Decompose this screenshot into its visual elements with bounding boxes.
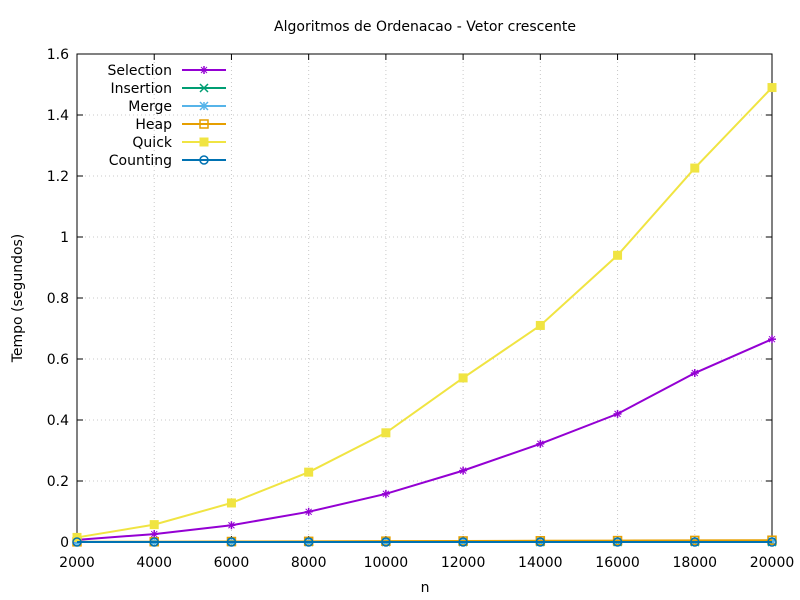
legend-label-heap: Heap	[135, 117, 172, 133]
x-tick-label: 14000	[518, 555, 563, 571]
x-tick-label: 20000	[750, 555, 795, 571]
y-tick-label: 1.6	[47, 47, 69, 63]
data-point-counting	[612, 537, 623, 547]
legend-label-merge: Merge	[128, 99, 172, 115]
data-point-selection	[536, 439, 545, 448]
data-point-selection	[768, 335, 776, 344]
legend-label-counting: Counting	[109, 153, 172, 169]
legend-marker-counting	[199, 155, 209, 165]
x-tick-label: 4000	[136, 555, 172, 571]
legend-entry-selection: Selection	[107, 63, 226, 79]
legend-marker-merge	[199, 101, 209, 111]
y-axis-ticks: 0 0.2 0.4 0.6 0.8 1 1.2 1.4 1.6	[47, 47, 772, 551]
x-tick-label: 2000	[59, 555, 95, 571]
x-tick-label: 16000	[595, 555, 640, 571]
data-point-counting	[690, 537, 700, 547]
series-lines	[72, 83, 777, 547]
data-point-counting	[226, 537, 237, 547]
x-axis-label: n	[421, 580, 430, 596]
series-line-quick	[76, 86, 773, 539]
legend-marker-quick	[199, 137, 209, 147]
data-point-counting	[767, 537, 777, 547]
legend-entry-insertion: Insertion	[111, 81, 226, 97]
legend-marker-heap	[199, 119, 209, 129]
legend-label-quick: Quick	[132, 135, 172, 151]
y-tick-label: 1.4	[47, 108, 69, 124]
data-point-quick	[535, 320, 545, 330]
data-point-quick	[690, 163, 700, 173]
x-tick-label: 6000	[214, 555, 250, 571]
legend-label-insertion: Insertion	[111, 81, 172, 97]
data-point-quick	[226, 498, 236, 508]
y-tick-label: 1	[60, 230, 69, 246]
series-quick	[72, 83, 777, 542]
y-tick-label: 0.4	[47, 413, 69, 429]
data-point-selection	[613, 409, 622, 418]
y-tick-label: 0	[60, 535, 69, 551]
y-tick-label: 0.2	[47, 474, 69, 490]
x-tick-label: 10000	[364, 555, 409, 571]
y-tick-label: 0.6	[47, 352, 69, 368]
data-point-quick	[767, 83, 777, 93]
data-point-counting	[149, 537, 159, 547]
y-axis-label: Tempo (segundos)	[10, 234, 26, 364]
data-point-counting	[535, 537, 546, 547]
series-line-selection	[76, 338, 773, 541]
legend-entry-quick: Quick	[132, 135, 226, 151]
data-point-quick	[613, 250, 623, 260]
data-point-selection	[150, 530, 159, 539]
legend-entry-merge: Merge	[128, 99, 226, 115]
legend: Selection Insertion Merge Heap Quick Counting	[107, 63, 226, 169]
data-point-selection	[690, 369, 699, 378]
data-point-quick	[458, 373, 468, 383]
legend-marker-insertion	[199, 83, 209, 93]
data-point-selection	[459, 466, 468, 475]
series-counting	[72, 537, 777, 547]
data-point-counting	[381, 537, 391, 547]
legend-label-selection: Selection	[107, 63, 172, 79]
data-point-selection	[227, 521, 236, 530]
x-tick-label: 8000	[291, 555, 327, 571]
data-point-counting	[458, 537, 468, 547]
legend-entry-counting: Counting	[109, 153, 226, 169]
x-tick-label: 18000	[673, 555, 718, 571]
legend-entry-heap: Heap	[135, 117, 226, 133]
data-point-quick	[149, 520, 159, 530]
chart-title: Algoritmos de Ordenacao - Vetor crescent…	[274, 19, 576, 35]
data-point-quick	[304, 467, 314, 477]
x-tick-label: 12000	[441, 555, 486, 571]
y-tick-label: 1.2	[47, 169, 69, 185]
grid	[77, 54, 772, 542]
legend-marker-selection	[200, 66, 208, 74]
data-point-counting	[303, 537, 314, 547]
y-tick-label: 0.8	[47, 291, 69, 307]
data-point-quick	[381, 428, 391, 438]
series-selection	[73, 335, 776, 544]
data-point-selection	[381, 489, 390, 498]
data-point-selection	[304, 507, 313, 516]
data-point-counting	[72, 537, 82, 547]
